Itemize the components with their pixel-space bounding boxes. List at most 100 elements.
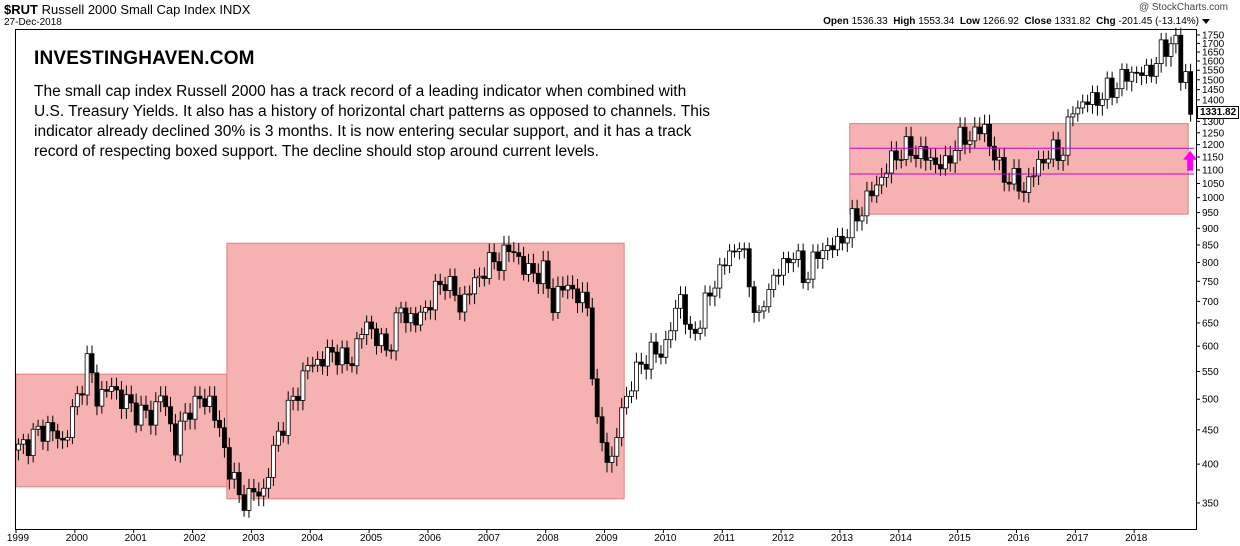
candle-body xyxy=(1060,154,1066,161)
candle-body xyxy=(241,494,247,511)
candle-body xyxy=(844,237,850,244)
y-tick-label: 900 xyxy=(1202,224,1219,235)
candle-body xyxy=(776,274,782,277)
x-tick-label: 2014 xyxy=(890,533,913,544)
candle-body xyxy=(746,248,752,288)
candle-body xyxy=(835,235,840,251)
candle-body xyxy=(1153,63,1159,77)
candle-body xyxy=(928,157,934,161)
y-tick-label: 1000 xyxy=(1202,193,1225,204)
candle-body xyxy=(1134,71,1140,74)
annotation-text: The small cap index Russell 2000 has a t… xyxy=(34,83,711,160)
candle-body xyxy=(1104,77,1110,100)
candle-body xyxy=(653,341,659,355)
y-tick-label: 650 xyxy=(1202,318,1219,329)
candle-body xyxy=(477,275,482,279)
candle-body xyxy=(589,307,595,380)
candle-body xyxy=(55,430,61,439)
candle-body xyxy=(158,395,164,403)
candle-body xyxy=(1119,68,1125,90)
candle-body xyxy=(1036,158,1041,177)
low-label: Low xyxy=(959,16,980,27)
candle-body xyxy=(266,477,271,489)
candle-body xyxy=(1148,64,1154,77)
candle-body xyxy=(629,390,634,397)
x-tick-label: 2009 xyxy=(595,533,618,544)
candle-body xyxy=(109,386,115,392)
candle-body xyxy=(923,146,929,161)
candle-body xyxy=(761,306,767,312)
candle-body xyxy=(1109,77,1115,98)
candle-body xyxy=(177,420,183,456)
x-tick-label: 2013 xyxy=(831,533,854,544)
candle-body xyxy=(222,427,227,448)
candle-body xyxy=(1065,116,1071,156)
y-tick-label: 800 xyxy=(1202,258,1219,269)
candle-body xyxy=(638,361,644,365)
candle-body xyxy=(339,347,345,366)
y-tick-label: 1650 xyxy=(1202,48,1225,59)
candle-body xyxy=(310,364,316,367)
candle-body xyxy=(1055,139,1061,161)
candle-body xyxy=(712,287,718,297)
candle-body xyxy=(727,250,732,267)
candle-body xyxy=(604,442,610,463)
candle-body xyxy=(305,365,311,372)
candle-body xyxy=(771,274,777,290)
candle-body xyxy=(893,150,899,161)
candle-body xyxy=(30,428,36,456)
close-label: Close xyxy=(1024,16,1052,27)
candle-body xyxy=(187,412,193,420)
candle-body xyxy=(766,289,772,308)
candle-body xyxy=(359,334,365,340)
open-label: Open xyxy=(823,16,849,27)
candle-body xyxy=(408,313,414,324)
candle-body xyxy=(619,407,625,439)
candle-body xyxy=(535,272,541,285)
y-tick-label: 1150 xyxy=(1202,153,1224,164)
candle-body xyxy=(231,472,237,480)
candle-body xyxy=(781,258,786,276)
candle-body xyxy=(472,277,477,295)
candle-body xyxy=(830,245,835,251)
candle-body xyxy=(884,172,889,178)
candle-body xyxy=(89,353,95,374)
candle-body xyxy=(423,307,428,313)
candle-body xyxy=(506,244,512,252)
candle-body xyxy=(398,307,404,314)
x-tick-label: 2003 xyxy=(242,533,265,544)
ticker-title: $RUT Russell 2000 Small Cap Index INDX xyxy=(4,2,250,17)
last-value-label: 1331.82 xyxy=(1197,106,1240,119)
candle-body xyxy=(364,321,370,335)
candle-body xyxy=(942,155,948,170)
chg-value: -201.45 (-13.14%) xyxy=(1118,16,1199,27)
candle-body xyxy=(521,256,527,275)
candle-body xyxy=(624,395,629,409)
y-tick-label: 1100 xyxy=(1202,165,1224,176)
candle-body xyxy=(1095,92,1100,106)
candle-body xyxy=(531,263,536,274)
x-tick-label: 2004 xyxy=(301,533,324,544)
candle-body xyxy=(1139,72,1144,76)
candle-body xyxy=(962,126,968,145)
brand-label: @ StockCharts.com xyxy=(1138,2,1228,13)
candle-body xyxy=(226,447,232,480)
candle-body xyxy=(349,363,355,367)
candle-body xyxy=(584,291,590,309)
candle-body xyxy=(45,422,51,442)
candle-body xyxy=(526,263,531,275)
candle-body xyxy=(369,321,374,330)
dropdown-caret-icon[interactable] xyxy=(1202,18,1210,24)
candle-body xyxy=(1124,68,1130,82)
candle-body xyxy=(869,190,875,197)
high-label: High xyxy=(893,16,916,27)
candle-body xyxy=(933,157,938,165)
candle-body xyxy=(992,145,997,161)
candle-body xyxy=(550,287,556,313)
y-tick-label: 950 xyxy=(1202,208,1219,219)
candle-body xyxy=(462,293,468,313)
candle-body xyxy=(967,140,973,145)
candle-body xyxy=(212,395,218,421)
open-value: 1536.33 xyxy=(851,16,888,27)
x-tick-label: 2011 xyxy=(713,533,735,544)
